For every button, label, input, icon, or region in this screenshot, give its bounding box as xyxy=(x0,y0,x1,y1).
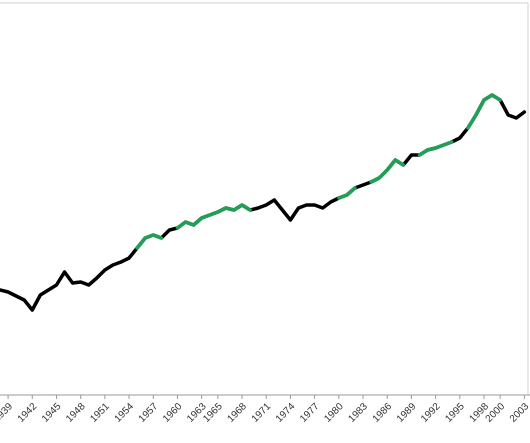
x-tick-label: 1960 xyxy=(161,401,185,425)
data-line xyxy=(135,93,502,250)
x-tick-label: 1992 xyxy=(419,401,443,425)
x-tick-label: 1995 xyxy=(443,401,467,425)
x-tick-label: 1974 xyxy=(274,401,298,425)
x-tick-label: 1968 xyxy=(225,401,249,425)
x-tick-label: 1989 xyxy=(395,401,419,425)
x-tick-label: 1951 xyxy=(88,401,112,425)
x-tick-label: 1977 xyxy=(298,401,322,425)
x-tick-label: 1957 xyxy=(137,401,161,425)
x-tick-label: 1942 xyxy=(16,401,40,425)
x-tick-label: 1954 xyxy=(113,401,137,425)
x-tick-label: 1971 xyxy=(250,401,274,425)
x-tick-label: 2000 xyxy=(484,401,508,425)
x-tick-label: 1965 xyxy=(201,401,225,425)
x-tick-label: 2003 xyxy=(508,401,530,425)
x-tick-label: 1983 xyxy=(346,401,370,425)
x-tick-label: 1986 xyxy=(371,401,395,425)
x-tick-label: 1939 xyxy=(0,401,15,425)
x-tick-label: 1980 xyxy=(322,401,346,425)
x-tick-label: 1948 xyxy=(64,401,88,425)
data-line xyxy=(0,93,527,312)
x-tick-label: 1945 xyxy=(40,401,64,425)
